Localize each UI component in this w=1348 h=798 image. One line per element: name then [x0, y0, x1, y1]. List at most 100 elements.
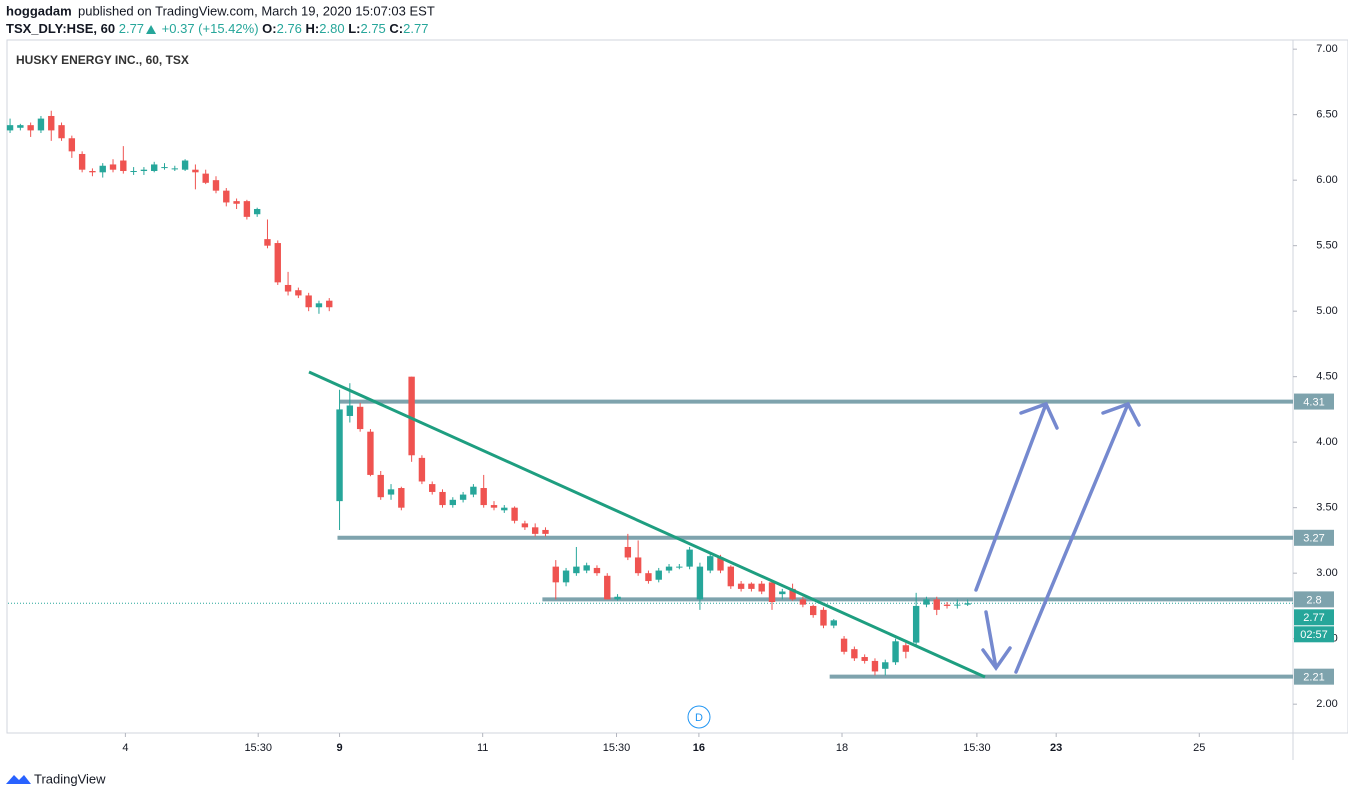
- level-tag: [1294, 668, 1334, 685]
- countdown-tag: [1294, 626, 1334, 643]
- candle-body: [964, 603, 971, 605]
- candle-body: [243, 201, 251, 217]
- x-tick-label: 15:30: [963, 742, 991, 754]
- x-tick-label: 9: [336, 742, 342, 754]
- close: 2.77: [403, 21, 428, 36]
- candle-body: [459, 494, 467, 500]
- level-tag: [1294, 529, 1334, 546]
- candle-body: [789, 588, 796, 600]
- x-tick-label: 15:30: [603, 742, 631, 754]
- y-tick-label: 7.00: [1316, 43, 1337, 55]
- current-price-label: 2.77: [1303, 612, 1324, 624]
- candle-body: [37, 118, 45, 131]
- candle-body: [501, 507, 508, 511]
- candle-body: [284, 284, 292, 292]
- candle-body: [326, 300, 333, 308]
- high: 2.80: [319, 21, 344, 36]
- candle-body: [264, 239, 271, 246]
- candle-body: [439, 491, 446, 506]
- candle-body: [305, 295, 312, 308]
- candle-body: [130, 171, 137, 173]
- level-tag-label: 2.8: [1306, 594, 1321, 606]
- candle-body: [737, 583, 745, 589]
- candle-body: [954, 604, 961, 606]
- trend-line: [308, 370, 986, 679]
- plot-frame: [6, 39, 1348, 734]
- candle-body: [933, 599, 940, 610]
- candle-body: [892, 641, 899, 663]
- candle-body: [727, 566, 735, 587]
- low-label: L:: [348, 21, 360, 36]
- y-tick-label: 5.50: [1316, 240, 1337, 252]
- candle-body: [367, 431, 374, 475]
- x-tick-label: 18: [836, 742, 848, 754]
- candle-body: [717, 557, 724, 571]
- published: published on TradingView.com, March 19, …: [78, 3, 435, 18]
- author: hoggadam: [6, 3, 72, 18]
- candle-body: [902, 645, 910, 652]
- candle-body: [614, 596, 621, 600]
- candle-body: [89, 171, 96, 173]
- candle-body: [27, 125, 34, 131]
- candle-body: [171, 168, 178, 170]
- candle-body: [233, 201, 240, 204]
- y-tick-label: 3.00: [1316, 567, 1337, 579]
- candle-body: [346, 405, 354, 416]
- candle-body: [408, 376, 415, 456]
- x-tick-label: 11: [477, 742, 488, 754]
- candle-body: [398, 488, 405, 508]
- candle-body: [552, 566, 559, 583]
- x-tick-label: 4: [122, 742, 128, 754]
- symbol-line: TSX_DLY:HSE, 60 2.77 +0.37 (+15.42%) O:2…: [6, 21, 428, 36]
- candle-body: [696, 566, 704, 600]
- candle-body: [253, 208, 261, 215]
- candle-body: [315, 303, 323, 308]
- candle-body: [109, 164, 117, 170]
- candle-body: [120, 160, 127, 172]
- candle-body: [521, 523, 529, 528]
- candle-body: [748, 583, 755, 589]
- candle-body: [768, 582, 776, 602]
- candle-body: [377, 474, 384, 498]
- candle-body: [161, 167, 168, 169]
- candle-body: [531, 527, 539, 534]
- candle-body: [151, 164, 158, 172]
- candle-body: [861, 657, 868, 661]
- candle-body: [686, 549, 693, 567]
- last: 2.77: [119, 21, 144, 36]
- candle-body: [58, 125, 65, 139]
- y-tick-label: 2.00: [1316, 698, 1337, 710]
- arrow-up-2: [1014, 401, 1141, 674]
- candle-body: [830, 620, 837, 626]
- event-marker-label[interactable]: D: [695, 712, 703, 724]
- candle-body: [779, 591, 786, 595]
- plot: 2.002.503.003.504.004.505.005.506.006.50…: [6, 43, 1338, 754]
- event-marker[interactable]: [687, 705, 711, 729]
- candle-body: [799, 599, 807, 605]
- candle-body: [707, 556, 714, 571]
- candle-body: [223, 190, 230, 203]
- y-tick-label: 6.00: [1316, 174, 1337, 186]
- candle-body: [593, 567, 601, 574]
- close-label: C:: [389, 21, 403, 36]
- candle-body: [356, 406, 364, 430]
- open-label: O:: [262, 21, 276, 36]
- candle-body: [336, 409, 343, 502]
- candle-body: [181, 160, 189, 170]
- x-tick-label: 25: [1193, 742, 1205, 754]
- candle-body: [912, 605, 920, 643]
- candle-body: [758, 583, 765, 592]
- candle-body: [542, 529, 549, 534]
- y-tick-label: 6.50: [1316, 109, 1337, 121]
- y-tick-label: 4.00: [1316, 436, 1337, 448]
- low: 2.75: [360, 21, 385, 36]
- candle-body: [202, 173, 209, 183]
- candle-body: [78, 153, 86, 170]
- candle-body: [851, 649, 858, 659]
- candle-body: [99, 165, 106, 173]
- candle-body: [429, 484, 436, 492]
- logo: [6, 775, 31, 784]
- logo-icon: [6, 775, 31, 784]
